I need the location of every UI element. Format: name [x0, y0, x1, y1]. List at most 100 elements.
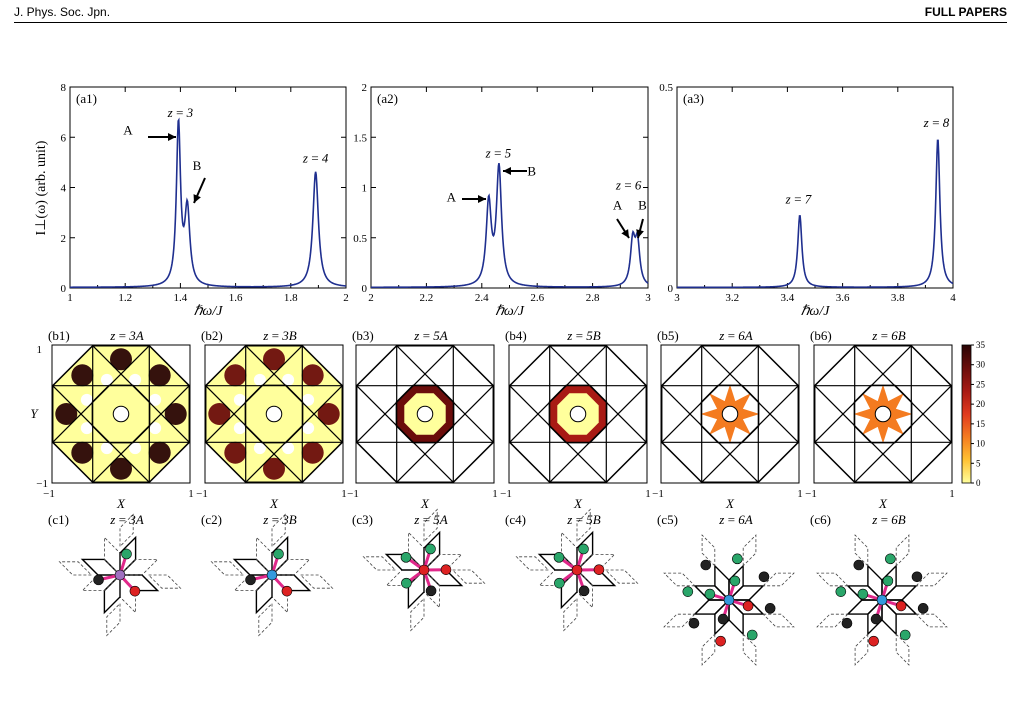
- tile-edge: [271, 513, 286, 548]
- x-tick-label: 2: [368, 292, 374, 304]
- outer-site: [746, 629, 758, 641]
- cluster-5: (c5) z = 6A: [657, 512, 795, 666]
- lattice-line: [205, 345, 303, 443]
- density-blob: [317, 403, 340, 425]
- lattice-line: [661, 345, 759, 443]
- density-blob: [301, 441, 324, 464]
- peak-annotation: z = 5: [485, 145, 512, 160]
- tile-edge: [147, 574, 182, 589]
- neighbor-site: [273, 548, 284, 560]
- map-x-label: X: [725, 496, 735, 511]
- outer-site: [917, 603, 929, 614]
- lattice-line: [701, 345, 799, 443]
- outer-site: [700, 559, 712, 571]
- panel-label: (a1): [76, 91, 97, 106]
- lattice-line: [356, 385, 454, 483]
- density-map-6: (b6) z = 6B X −1 1: [805, 328, 955, 511]
- spectrum-curve: [70, 117, 347, 289]
- center-hole: [265, 405, 283, 423]
- neighbor-site: [895, 600, 907, 612]
- x-axis-label: ℏω/J: [495, 304, 525, 319]
- lattice-line: [661, 385, 759, 483]
- tile-edge: [816, 613, 849, 628]
- white-patch: [129, 373, 142, 386]
- tile-edge: [576, 508, 591, 543]
- cluster-title: z = 6B: [871, 512, 906, 527]
- outer-site: [899, 629, 911, 641]
- density-map-5: (b5) z = 6A X −1 1: [652, 328, 803, 511]
- neighbor-site: [281, 585, 293, 597]
- neighbor-site: [717, 613, 729, 625]
- neighbor-site: [554, 577, 565, 589]
- tile-edge: [80, 558, 122, 576]
- map-x-tick: 1: [341, 488, 347, 500]
- map-title: z = 6B: [871, 328, 906, 343]
- tile-edge: [576, 530, 594, 572]
- neighbor-site: [882, 575, 894, 587]
- tile-edge: [854, 633, 869, 666]
- neighbor-site: [578, 543, 589, 555]
- map-title: z = 5B: [566, 328, 601, 343]
- density-map-3: (b3) z = 5A X −1 1: [347, 328, 498, 511]
- tile-edge: [362, 556, 397, 571]
- lattice-line: [52, 345, 150, 443]
- center-site: [571, 564, 583, 576]
- tile-edge: [563, 597, 578, 632]
- outer-site: [841, 617, 853, 629]
- map-y-label: Y: [30, 406, 39, 421]
- white-patch: [302, 393, 315, 406]
- outer-site: [885, 553, 896, 565]
- tile-edge: [410, 597, 425, 632]
- density-blob: [208, 403, 231, 425]
- y-tick-label: 0: [362, 283, 368, 295]
- tile-edge: [604, 569, 639, 584]
- map-x-tick: −1: [43, 488, 55, 500]
- map-y-tick: 1: [37, 344, 43, 356]
- lattice-line: [245, 345, 343, 443]
- arrow-a2-B2-head: [636, 229, 644, 238]
- map-x-tick: 1: [797, 488, 803, 500]
- x-tick-label: 3.8: [891, 292, 905, 304]
- tile-edge: [271, 535, 289, 577]
- cluster-1: (c1) z = 3A: [48, 512, 182, 637]
- neighbor-site: [870, 613, 882, 625]
- journal-header: J. Phys. Soc. Jpn.: [14, 5, 111, 19]
- peak-annotation: A: [123, 123, 133, 138]
- tile-edge: [854, 534, 869, 567]
- lattice-line: [509, 345, 607, 443]
- y-axis-label: I⊥(ω) (arb. unit): [34, 140, 49, 235]
- neighbor-site: [857, 588, 869, 600]
- colorbar-tick-label: 30: [976, 360, 986, 370]
- map-x-tick: 1: [645, 488, 651, 500]
- neighbor-site: [425, 585, 437, 597]
- tile-edge: [663, 613, 696, 628]
- header-rule: [14, 22, 1007, 23]
- lattice-line: [396, 385, 494, 483]
- tile-edge: [701, 534, 716, 567]
- white-patch: [80, 393, 93, 406]
- x-tick-label: 2.2: [420, 292, 434, 304]
- colorbar-tick-label: 10: [976, 439, 986, 449]
- spectrum-panel-1: 1 1.2 1.4 1.6 1.8 2 0 2 4 6 8 (a1) z = 3 z = 4 A Bℏω/J: [61, 82, 349, 319]
- density-map-2: (b2) z = 3B X −1 1: [196, 328, 347, 511]
- cluster-panel-label: (c4): [505, 512, 526, 527]
- tile-edge: [762, 572, 795, 587]
- tile-edge: [255, 573, 273, 615]
- map-title: z = 5A: [413, 328, 448, 343]
- map-title: z = 3B: [262, 328, 297, 343]
- outer-site: [868, 635, 879, 647]
- tile-edge: [537, 553, 579, 571]
- peak-annotation: z = 8: [923, 115, 950, 130]
- y-tick-label: 0: [668, 283, 674, 295]
- white-patch: [100, 442, 113, 455]
- panel-label: (a2): [377, 91, 398, 106]
- white-patch: [253, 442, 266, 455]
- arrow-a2-A-head: [478, 195, 486, 203]
- peak-annotation: z = 7: [785, 192, 812, 207]
- y-tick-label: 8: [61, 82, 67, 94]
- colorbar-tick-label: 20: [976, 399, 986, 409]
- tile-edge: [663, 572, 696, 587]
- panel-label: (a3): [683, 91, 704, 106]
- x-tick-label: 2.6: [530, 292, 544, 304]
- neighbor-site: [704, 588, 716, 600]
